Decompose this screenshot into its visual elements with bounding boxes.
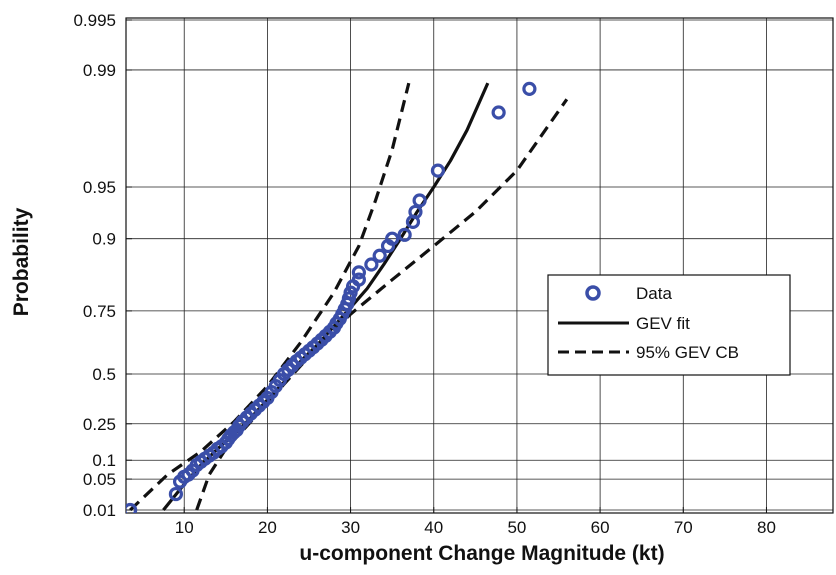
x-axis-ticks: 10 20 30 40 50 60 70 80 — [175, 507, 776, 537]
plot-area-frame — [125, 17, 834, 514]
data-point — [430, 163, 446, 178]
data-point — [351, 272, 366, 287]
data-point — [408, 204, 423, 220]
confidence-bound-line — [129, 82, 411, 512]
y-tick-label: 0.95 — [83, 178, 116, 197]
x-tick-label: 70 — [674, 518, 693, 537]
x-tick-label: 60 — [591, 518, 610, 537]
data-point — [385, 231, 400, 246]
y-axis-ticks: 0.01 0.050.1 0.25 0.5 0.75 0.9 0.95 0.99 0.995 — [73, 11, 132, 520]
grid — [126, 18, 833, 513]
x-axis-label: u-component Change Magnitude (kt) — [299, 542, 664, 565]
y-tick-label: 0.1 — [92, 451, 116, 470]
data-point — [364, 257, 379, 272]
y-tick-label: 0.05 — [83, 470, 116, 489]
y-tick-label: 0.5 — [92, 365, 116, 384]
x-tick-label: 30 — [341, 518, 360, 537]
x-tick-label: 40 — [424, 518, 443, 537]
y-axis-label: Probability — [10, 207, 33, 316]
data-point — [126, 502, 138, 513]
y-tick-label: 0.995 — [73, 11, 116, 30]
x-tick-label: 10 — [175, 518, 194, 537]
data-point — [491, 105, 506, 120]
y-tick-label: 0.75 — [83, 302, 116, 321]
legend: Data GEV fit 95% GEV CB — [547, 274, 791, 376]
x-tick-label: 20 — [258, 518, 277, 537]
legend-data-marker — [585, 285, 601, 301]
data-point — [351, 265, 366, 280]
plot-content — [126, 81, 569, 513]
y-tick-label: 0.9 — [92, 230, 116, 249]
x-tick-label: 50 — [507, 518, 526, 537]
y-tick-label: 0.99 — [83, 61, 116, 80]
data-point — [412, 193, 427, 208]
data-point — [522, 81, 537, 97]
data-point — [372, 248, 387, 263]
clipped-series — [126, 81, 569, 513]
legend-bound-label: 95% GEV CB — [636, 343, 739, 362]
data-point — [168, 486, 184, 502]
legend-data-label: Data — [636, 284, 672, 303]
data-point — [397, 227, 412, 242]
legend-fit-label: GEV fit — [636, 314, 690, 333]
y-tick-label: 0.25 — [83, 415, 116, 434]
y-tick-label: 0.01 — [83, 501, 116, 520]
x-tick-label: 80 — [757, 518, 776, 537]
